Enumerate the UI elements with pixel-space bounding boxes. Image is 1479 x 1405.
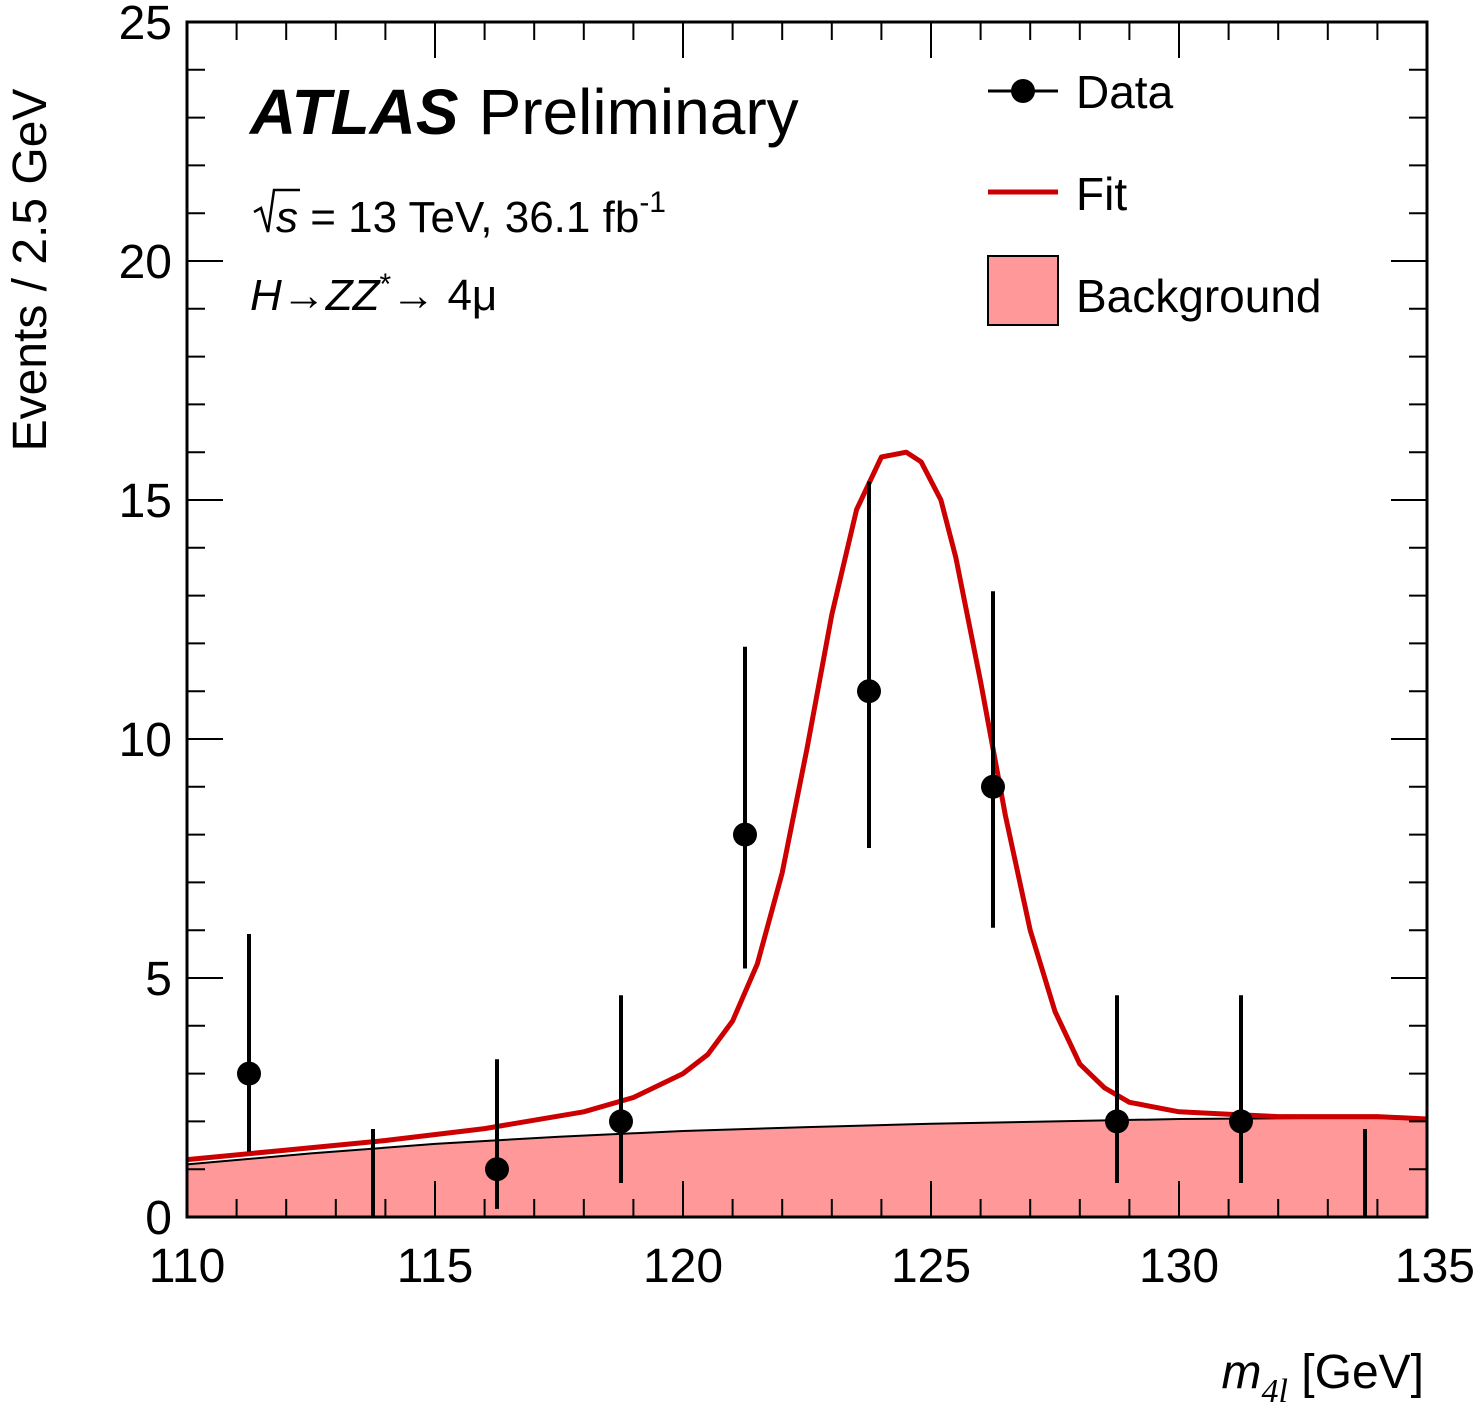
x-tick-labels: 110 115 120 125 130 135 <box>149 1240 1475 1293</box>
x-tick-label: 110 <box>149 1240 226 1293</box>
data-point <box>237 934 261 1152</box>
x-tick-label: 115 <box>397 1240 474 1293</box>
data-point <box>857 481 881 848</box>
svg-text:s = 13 TeV, 36.1 fb-1: s = 13 TeV, 36.1 fb-1 <box>276 186 666 242</box>
legend-label-background: Background <box>1076 270 1322 322</box>
data-marker <box>1229 1109 1253 1134</box>
y-tick-label: 10 <box>119 714 172 767</box>
legend: Data Fit Background <box>987 66 1322 326</box>
y-tick-label: 0 <box>145 1192 172 1245</box>
energy-label: s = 13 TeV, 36.1 fb-1 <box>253 186 666 242</box>
data-point <box>733 646 757 969</box>
y-tick-label: 5 <box>145 953 172 1006</box>
process-label: H→ZZ*→ 4μ <box>250 268 497 320</box>
legend-label-fit: Fit <box>1076 168 1127 220</box>
tick-marks <box>186 21 1428 1218</box>
fit-curve <box>186 449 1428 1163</box>
legend-label-data: Data <box>1076 66 1174 118</box>
y-tick-label: 15 <box>119 475 172 528</box>
y-tick-label: 25 <box>119 0 172 50</box>
y-tick-label: 20 <box>119 236 172 289</box>
plot-frame <box>185 20 1429 1219</box>
data-marker <box>981 774 1005 799</box>
data-point <box>981 591 1005 928</box>
x-tick-label: 130 <box>1139 1240 1219 1293</box>
data-marker <box>237 1061 261 1086</box>
sqrt-symbol <box>253 188 300 233</box>
data-marker <box>485 1157 509 1182</box>
legend-data-marker <box>1011 79 1035 103</box>
background-outline <box>186 1117 1427 1166</box>
legend-item-data: Data <box>988 66 1174 118</box>
fit-line-layer <box>186 449 1428 1163</box>
y-axis-title: Events / 2.5 GeV <box>4 89 57 452</box>
data-point <box>1105 995 1129 1184</box>
data-marker <box>609 1109 633 1134</box>
x-axis-title: m4l [GeV] <box>1222 1346 1425 1405</box>
data-point <box>609 995 633 1184</box>
x-tick-label: 135 <box>1395 1240 1475 1293</box>
data-marker <box>857 679 881 704</box>
data-points-layer <box>237 481 1367 1217</box>
legend-item-background: Background <box>987 255 1322 326</box>
y-tick-labels: 0 5 10 15 20 25 <box>119 0 172 1245</box>
legend-item-fit: Fit <box>988 168 1127 220</box>
data-marker <box>733 822 757 847</box>
data-point <box>485 1059 509 1209</box>
experiment-label: ATLAS Preliminary <box>248 76 799 148</box>
legend-background-swatch <box>987 255 1059 326</box>
data-marker <box>1105 1109 1129 1134</box>
x-tick-label: 125 <box>891 1240 971 1293</box>
x-tick-label: 120 <box>643 1240 723 1293</box>
data-point <box>1229 995 1253 1184</box>
